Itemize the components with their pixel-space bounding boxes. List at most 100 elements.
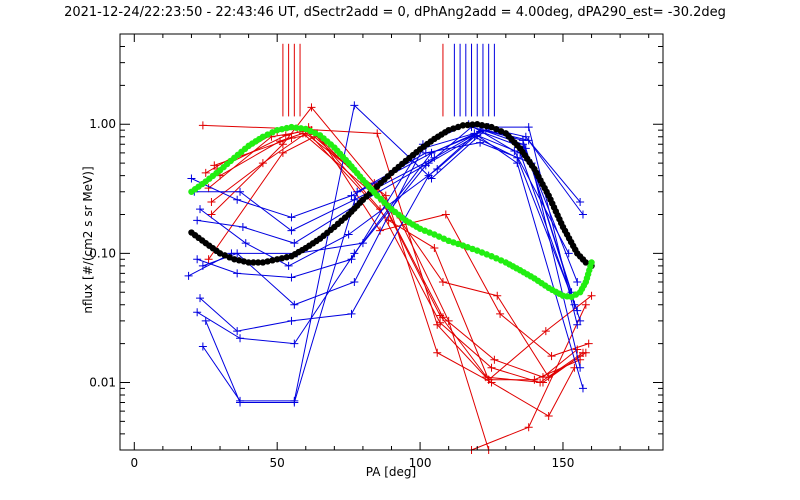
blue-series-marker bbox=[576, 197, 585, 206]
blue-series-marker bbox=[578, 384, 587, 393]
red-series-marker bbox=[536, 378, 545, 387]
red-series-marker bbox=[544, 412, 553, 421]
red-series-line bbox=[208, 136, 581, 381]
blue-series-marker bbox=[201, 316, 210, 325]
blue-series-marker bbox=[241, 239, 250, 248]
red-series-marker bbox=[573, 345, 582, 354]
green-curve-dot bbox=[297, 125, 305, 132]
blue-series-marker bbox=[233, 327, 242, 336]
black-curve-dot bbox=[459, 122, 467, 129]
black-curve-dot bbox=[269, 257, 276, 264]
blue-series-marker bbox=[187, 174, 196, 183]
y-tick-label: 0.01 bbox=[89, 375, 116, 389]
red-series-line bbox=[211, 132, 575, 417]
blue-series-marker bbox=[193, 308, 202, 317]
red-series-marker bbox=[258, 159, 267, 168]
black-curve-dot bbox=[245, 259, 252, 266]
red-series-marker bbox=[204, 255, 213, 264]
red-series-marker bbox=[484, 375, 493, 384]
black-curve-dot bbox=[250, 259, 257, 266]
red-series-marker bbox=[441, 210, 450, 219]
green-curve-dot bbox=[431, 231, 438, 238]
black-curve-dot bbox=[582, 259, 590, 266]
red-series-marker bbox=[436, 311, 445, 320]
black-curve-dot bbox=[478, 122, 486, 129]
blue-series-marker bbox=[236, 334, 245, 343]
blue-series-marker bbox=[287, 316, 296, 325]
black-curve-dot bbox=[240, 258, 248, 265]
blue-series-marker bbox=[510, 147, 519, 156]
y-tick-label: 1.00 bbox=[89, 117, 116, 131]
red-series-marker bbox=[496, 309, 505, 318]
x-tick-label: 50 bbox=[270, 456, 285, 470]
black-curve-dot bbox=[231, 256, 238, 263]
red-series-line bbox=[208, 129, 578, 378]
red-series-marker bbox=[207, 197, 216, 206]
blue-series-marker bbox=[238, 223, 247, 232]
red-series-marker bbox=[587, 291, 596, 300]
blue-series-line bbox=[196, 129, 581, 345]
x-axis-label: PA [deg] bbox=[366, 465, 416, 479]
green-curve-dot bbox=[302, 125, 309, 133]
green-curve-dot bbox=[293, 124, 300, 131]
blue-series-marker bbox=[524, 136, 533, 145]
blue-series-marker bbox=[290, 300, 299, 309]
blue-series-marker bbox=[233, 195, 242, 204]
green-curve-dot bbox=[278, 125, 286, 133]
red-series-marker bbox=[436, 318, 445, 327]
green-curve-dot bbox=[288, 123, 295, 131]
green-curve-dot bbox=[440, 235, 448, 242]
green-curve-dot bbox=[273, 126, 281, 134]
blue-series-marker bbox=[427, 174, 436, 183]
blue-series-marker bbox=[421, 148, 430, 157]
black-curve-dot bbox=[235, 257, 243, 264]
red-series-marker bbox=[433, 348, 442, 357]
red-series-marker bbox=[201, 168, 210, 177]
red-series-marker bbox=[493, 291, 502, 300]
blue-series-marker bbox=[198, 342, 207, 351]
red-series-line bbox=[219, 132, 490, 451]
black-curve-dot bbox=[278, 255, 286, 262]
blue-series-marker bbox=[236, 398, 245, 407]
blue-series-marker bbox=[236, 187, 245, 196]
blue-series-marker bbox=[573, 320, 582, 329]
red-series-marker bbox=[373, 129, 382, 138]
red-series-marker bbox=[544, 373, 553, 382]
black-curve-dot bbox=[254, 259, 262, 266]
reference-lines bbox=[282, 43, 495, 117]
blue-series-marker bbox=[284, 261, 293, 270]
green-curve-dot bbox=[283, 124, 290, 132]
blue-series-marker bbox=[198, 261, 207, 270]
blue-series-marker bbox=[290, 339, 299, 348]
series-layer bbox=[184, 101, 596, 454]
blue-series-marker bbox=[290, 239, 299, 248]
blue-series-marker bbox=[578, 210, 587, 219]
red-series-marker bbox=[198, 121, 207, 130]
blue-series-marker bbox=[290, 398, 299, 407]
blue-series-marker bbox=[184, 271, 193, 280]
red-series-marker bbox=[278, 148, 287, 157]
blue-series-marker bbox=[350, 101, 359, 110]
black-curve-dot bbox=[264, 258, 271, 265]
blue-series-marker bbox=[347, 191, 356, 200]
red-series-line bbox=[216, 129, 592, 381]
blue-series-marker bbox=[344, 230, 353, 239]
blue-series-marker bbox=[564, 249, 573, 258]
blue-series-marker bbox=[193, 216, 202, 225]
blue-series-marker bbox=[573, 278, 582, 287]
green-curve-dot bbox=[264, 131, 271, 138]
blue-series-marker bbox=[513, 159, 522, 168]
red-series-marker bbox=[524, 423, 533, 432]
red-series-marker bbox=[490, 355, 499, 364]
red-series-marker bbox=[530, 375, 539, 384]
blue-series-marker bbox=[233, 249, 242, 258]
red-series-marker bbox=[541, 327, 550, 336]
black-curve-dot bbox=[283, 254, 290, 261]
red-series-marker bbox=[444, 316, 453, 325]
black-curve-dot bbox=[483, 122, 490, 130]
chart-title: 2021-12-24/22:23:50 - 22:43:46 UT, dSect… bbox=[64, 5, 726, 20]
red-series-marker bbox=[307, 103, 316, 112]
blue-series-marker bbox=[287, 226, 296, 235]
